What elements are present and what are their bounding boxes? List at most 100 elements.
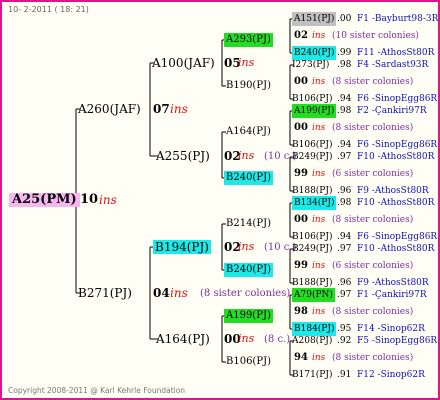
gen4-node-7-top[interactable]: A79(PN)	[292, 288, 335, 302]
gen4-location-5-bottom: F6 -SinopEgg86R	[357, 232, 438, 242]
gen2-note-3: (10 c.)	[264, 242, 297, 253]
gen4-count-5: 00	[294, 214, 308, 225]
gen4-score-1-top: .00	[337, 14, 352, 24]
gen3-node-8[interactable]: B106(PJ)	[226, 356, 271, 367]
gen3-node-4[interactable]: B240(PJ)	[224, 171, 273, 185]
gen4-count-2: 00	[294, 76, 308, 87]
gen4-node-7-bottom[interactable]: B184(PJ)	[292, 322, 337, 336]
gen2-ins-1: ins	[238, 56, 255, 69]
gen1-ins-1: ins	[170, 102, 188, 116]
root-node[interactable]: A25(PM)	[9, 193, 80, 207]
gen4-note-1: (10 sister colonies)	[332, 31, 419, 41]
gen4-node-6-bottom[interactable]: B188(PJ)	[292, 278, 333, 288]
gen4-score-1-bottom: .99	[337, 48, 352, 58]
gen4-ins-8: ins	[312, 353, 326, 363]
gen1-node-1[interactable]: A260(JAF)	[78, 102, 141, 116]
gen3-node-1[interactable]: A293(PJ)	[224, 33, 273, 47]
gen4-node-8-bottom[interactable]: B171(PJ)	[292, 370, 333, 380]
root-ins: ins	[99, 193, 117, 207]
gen4-score-6-top: .97	[337, 244, 352, 254]
gen1-count-1: 07	[153, 102, 170, 116]
gen1-ins-2: ins	[170, 286, 188, 300]
gen4-ins-6: ins	[312, 261, 326, 271]
gen4-location-5-top: F10 -AthosSt80R	[357, 198, 435, 208]
footer-copyright: Copyright 2008-2011 @ Karl Kehrle Founda…	[8, 386, 186, 395]
gen4-location-7-top: F1 -Çankiri97R	[357, 290, 427, 300]
gen4-node-3-bottom[interactable]: B106(PJ)	[292, 140, 333, 150]
gen2-count-1: 05	[224, 56, 241, 70]
gen2-node-4[interactable]: A164(PJ)	[156, 332, 210, 346]
gen4-ins-3: ins	[312, 123, 326, 133]
gen4-location-7-bottom: F14 -Sinop62R	[357, 324, 425, 334]
gen4-ins-2: ins	[312, 77, 326, 87]
gen2-note-2: (10 c.)	[264, 151, 297, 162]
gen4-score-5-top: .98	[337, 198, 352, 208]
gen4-count-6: 99	[294, 260, 308, 271]
gen4-score-8-top: .92	[337, 336, 352, 346]
gen4-node-8-top[interactable]: A208(PJ)	[292, 336, 333, 346]
gen4-node-3-top[interactable]: A199(PJ)	[292, 104, 337, 118]
gen4-ins-1: ins	[312, 31, 326, 41]
gen4-score-3-top: .98	[337, 106, 352, 116]
gen4-node-1-bottom[interactable]: B240(PJ)	[292, 46, 337, 60]
gen3-node-2[interactable]: B190(PJ)	[226, 80, 271, 91]
gen4-note-2: (8 sister colonies)	[332, 77, 414, 87]
gen3-node-6[interactable]: B240(PJ)	[224, 263, 273, 277]
gen2-count-2: 02	[224, 149, 241, 163]
gen4-location-1-bottom: F11 -AthosSt80R	[357, 48, 435, 58]
gen4-score-7-bottom: .95	[337, 324, 352, 334]
gen4-location-6-top: F10 -AthosSt80R	[357, 244, 435, 254]
gen2-ins-3: ins	[238, 240, 255, 253]
gen4-node-4-bottom[interactable]: B188(PJ)	[292, 186, 333, 196]
gen2-count-4: 00	[224, 332, 241, 346]
gen2-node-2[interactable]: A255(PJ)	[156, 149, 210, 163]
gen2-ins-4: ins	[238, 332, 255, 345]
gen4-location-2-top: F4 -Sardast93R	[357, 60, 429, 70]
gen4-location-3-bottom: F6 -SinopEgg86R	[357, 140, 438, 150]
gen4-location-4-top: F10 -AthosSt80R	[357, 152, 435, 162]
gen4-node-6-top[interactable]: B249(PJ)	[292, 244, 333, 254]
gen3-node-3[interactable]: A164(PJ)	[226, 126, 271, 137]
gen4-score-3-bottom: .94	[337, 140, 352, 150]
gen4-count-4: 99	[294, 168, 308, 179]
gen2-ins-2: ins	[238, 149, 255, 162]
gen4-location-1-top: F1 -Bayburt98-3R	[357, 14, 439, 24]
gen4-node-1-top[interactable]: A151(PJ)	[292, 12, 337, 26]
gen4-score-8-bottom: .91	[337, 370, 352, 380]
gen4-note-3: (8 sister colonies)	[332, 123, 414, 133]
gen2-node-3[interactable]: B194(PJ)	[153, 240, 211, 254]
gen4-score-4-top: .97	[337, 152, 352, 162]
gen4-score-6-bottom: .96	[337, 278, 352, 288]
gen4-location-4-bottom: F9 -AthosSt80R	[357, 186, 429, 196]
gen1-count-2: 04	[153, 286, 170, 300]
gen4-ins-7: ins	[312, 307, 326, 317]
gen4-count-3: 00	[294, 122, 308, 133]
gen4-location-3-top: F2 -Çankiri97R	[357, 106, 427, 116]
gen1-node-2[interactable]: B271(PJ)	[78, 286, 132, 300]
gen4-location-2-bottom: F6 -SinopEgg86R	[357, 94, 438, 104]
gen1-note-2: (8 sister colonies)	[200, 288, 291, 299]
gen4-ins-5: ins	[312, 215, 326, 225]
gen3-node-7[interactable]: A199(PJ)	[224, 309, 273, 323]
gen4-note-6: (6 sister colonies)	[332, 261, 414, 271]
gen4-score-4-bottom: .96	[337, 186, 352, 196]
gen3-node-5[interactable]: B214(PJ)	[226, 218, 271, 229]
gen4-node-4-top[interactable]: B249(PJ)	[292, 152, 333, 162]
gen4-score-5-bottom: .94	[337, 232, 352, 242]
gen4-node-2-top[interactable]: I273(PJ)	[292, 60, 330, 70]
gen4-note-7: (8 sister colonies)	[332, 307, 414, 317]
gen4-count-7: 98	[294, 306, 308, 317]
gen4-location-6-bottom: F9 -AthosSt80R	[357, 278, 429, 288]
gen4-score-2-top: .98	[337, 60, 352, 70]
gen2-node-1[interactable]: A100(JAF)	[152, 56, 215, 70]
gen4-count-1: 02	[294, 30, 308, 41]
gen4-count-8: 94	[294, 352, 308, 363]
gen4-node-5-top[interactable]: B134(PJ)	[292, 196, 337, 210]
gen4-ins-4: ins	[312, 169, 326, 179]
header-date: 10- 2-2011 ( 18: 21)	[8, 5, 89, 14]
gen4-node-2-bottom[interactable]: B106(PJ)	[292, 94, 333, 104]
gen4-node-5-bottom[interactable]: B106(PJ)	[292, 232, 333, 242]
gen4-location-8-bottom: F12 -Sinop62R	[357, 370, 425, 380]
